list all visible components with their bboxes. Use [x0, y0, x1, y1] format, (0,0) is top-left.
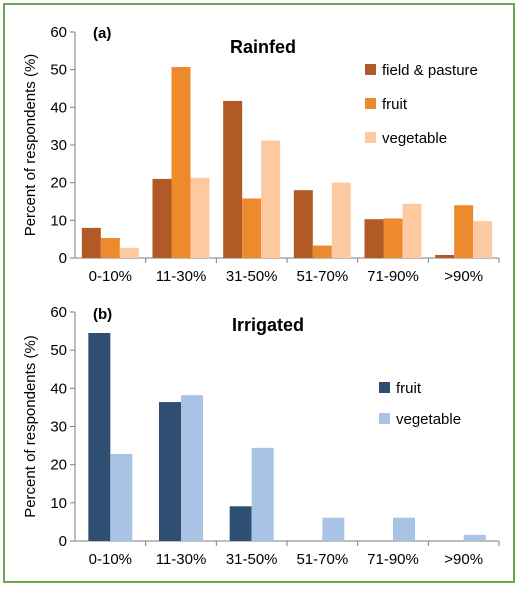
x-tick-label: 51-70% [296, 268, 348, 285]
y-tick-label: 10 [50, 495, 67, 512]
figure-frame: 0 10 20 30 40 50 60 0-10% 11-30% 31-50% 51-70% 71-9… [3, 3, 515, 583]
bar-fruit-0 [88, 332, 111, 541]
x-tick-label: >90% [444, 268, 483, 285]
bar-fruit-2 [229, 506, 252, 541]
y-axis-label: Percent of respondents (%) [22, 335, 39, 518]
chart-title: Rainfed [230, 37, 296, 57]
y-tick-label: 20 [50, 457, 67, 474]
bar-fruit-4 [383, 218, 403, 258]
bar-field-pasture-0 [81, 227, 101, 258]
bar-vegetable-3 [322, 517, 345, 541]
panel-label: (a) [93, 25, 111, 42]
x-tick-label: 0-10% [89, 551, 132, 568]
y-tick-label: 50 [50, 342, 67, 359]
bar-fruit-0 [100, 238, 120, 258]
y-axis-label: Percent of respondents (%) [22, 54, 39, 237]
chart-panel-irrigated: 0 10 20 30 40 50 60 0-10% 11-30% 31-50% 51-70% 71-9… [22, 304, 500, 568]
bar-field-pasture-4 [364, 219, 384, 258]
legend-label: vegetable [382, 130, 447, 147]
y-tick-label: 20 [50, 175, 67, 192]
bar-fruit-2 [242, 198, 262, 258]
y-tick-label: 40 [50, 99, 67, 116]
y-tick-label: 30 [50, 137, 67, 154]
bar-field-pasture-3 [293, 190, 313, 258]
x-tick-label: 0-10% [89, 268, 132, 285]
panel-label: (b) [93, 306, 112, 323]
legend-swatch [379, 413, 390, 424]
x-tick-label: 31-50% [226, 268, 278, 285]
y-tick-label: 30 [50, 419, 67, 436]
x-tick-label: 11-30% [156, 551, 207, 568]
y-tick-label: 10 [50, 212, 67, 229]
bar-fruit-1 [159, 402, 181, 541]
y-tick-label: 0 [59, 250, 67, 267]
bar-vegetable-4 [402, 203, 422, 258]
bar-vegetable-2 [261, 140, 281, 258]
legend-swatch [365, 98, 376, 109]
x-tick-label: 11-30% [156, 268, 207, 285]
legend-label: field & pasture [382, 62, 478, 79]
bar-vegetable-3 [331, 182, 351, 258]
legend-swatch [379, 382, 390, 393]
x-tick-label: >90% [444, 551, 483, 568]
legend-label: vegetable [396, 411, 461, 428]
chart-title: Irrigated [232, 315, 304, 335]
legend-label: fruit [382, 96, 408, 113]
y-tick-label: 40 [50, 380, 67, 397]
bar-vegetable-4 [393, 517, 415, 541]
y-tick-label: 60 [50, 304, 67, 321]
x-tick-label: 51-70% [296, 551, 348, 568]
bar-vegetable-1 [181, 395, 203, 541]
x-tick-label: 71-90% [367, 268, 419, 285]
bar-field-pasture-2 [223, 100, 243, 259]
bar-vegetable-0 [110, 453, 133, 541]
bar-vegetable-5 [463, 534, 486, 541]
bar-vegetable-1 [190, 177, 210, 258]
bar-fruit-5 [454, 205, 474, 258]
bar-field-pasture-5 [435, 254, 455, 258]
x-tick-label: 71-90% [367, 551, 419, 568]
legend-label: fruit [396, 380, 422, 397]
x-tick-label: 31-50% [226, 551, 278, 568]
legend-swatch [365, 132, 376, 143]
y-tick-label: 50 [50, 62, 67, 79]
chart-panel-rainfed: 0 10 20 30 40 50 60 0-10% 11-30% 31-50% 51-70% 71-9… [22, 24, 500, 285]
bar-vegetable-5 [473, 221, 493, 258]
figure-svg: 0 10 20 30 40 50 60 0-10% 11-30% 31-50% 51-70% 71-9… [22, 24, 500, 568]
bar-vegetable-0 [119, 247, 139, 258]
legend-swatch [365, 64, 376, 75]
y-tick-label: 60 [50, 24, 67, 41]
bar-field-pasture-1 [152, 178, 172, 258]
bar-vegetable-2 [251, 447, 274, 541]
bar-fruit-1 [171, 67, 191, 258]
y-tick-label: 0 [59, 533, 67, 550]
bar-fruit-3 [312, 245, 332, 258]
